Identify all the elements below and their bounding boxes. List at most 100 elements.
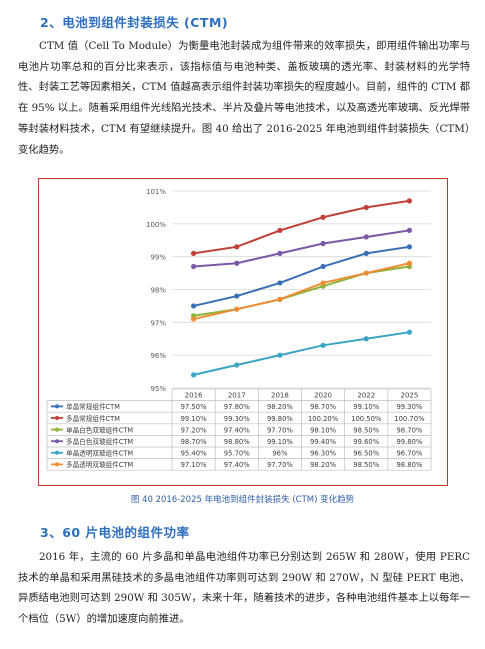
x-category-label: 2018 xyxy=(271,392,289,400)
data-point xyxy=(406,260,413,266)
table-value: 95.70% xyxy=(224,450,250,458)
table-value: 96.70% xyxy=(396,450,422,458)
data-point xyxy=(320,263,326,270)
legend-series-name: 多晶白色双玻组件CTM xyxy=(66,437,133,446)
x-category-label: 2022 xyxy=(357,392,375,400)
x-category-label: 2016 xyxy=(185,392,203,400)
data-point xyxy=(406,244,413,250)
series-line-5 xyxy=(193,331,410,376)
x-category-label: 2017 xyxy=(228,392,246,400)
data-point xyxy=(363,250,369,256)
y-tick-label: 99% xyxy=(150,254,166,262)
table-value: 99.80% xyxy=(267,415,293,423)
data-point xyxy=(234,362,240,368)
table-value: 97.70% xyxy=(267,426,293,434)
legend-key-marker xyxy=(55,450,59,455)
data-point xyxy=(234,244,240,250)
table-value: 97.40% xyxy=(224,461,250,469)
table-value: 99.60% xyxy=(353,438,379,446)
data-point xyxy=(406,198,413,204)
series-line-6 xyxy=(193,262,410,321)
table-value: 95.40% xyxy=(181,450,207,458)
table-value: 98.80% xyxy=(396,461,422,469)
data-point xyxy=(363,270,369,276)
table-value: 98.50% xyxy=(353,461,379,469)
data-point xyxy=(277,280,283,286)
table-value: 96.30% xyxy=(310,450,336,458)
table-value: 99.10% xyxy=(353,403,379,411)
data-point xyxy=(190,303,197,309)
data-point xyxy=(190,263,197,270)
legend-key-marker xyxy=(55,416,59,420)
y-tick-label: 101% xyxy=(146,188,166,196)
ctm-line-chart: 95% 96% 97% 98% 99% 100% 101% 2016 2017 2018 2020 2… xyxy=(46,188,432,471)
table-value: 98.20% xyxy=(310,461,336,469)
section-2-heading: 2、电池到组件封装损失 (CTM) xyxy=(40,15,229,30)
data-point xyxy=(406,227,413,233)
section-3-paragraph: 2016 年，主流的 60 片多晶和单晶电池组件功率已分别达到 265W 和 2… xyxy=(18,551,470,626)
data-point xyxy=(234,306,240,312)
data-point xyxy=(190,372,197,378)
legend-series-name: 单晶透明双玻组件CTM xyxy=(66,449,133,458)
table-value: 100.50% xyxy=(351,415,382,423)
legend-series-name: 单晶白色双玻组件CTM xyxy=(66,425,133,434)
table-value: 98.80% xyxy=(224,438,250,446)
data-point xyxy=(277,352,283,358)
table-value: 96% xyxy=(272,450,288,458)
table-value: 99.30% xyxy=(224,415,250,423)
table-value: 98.10% xyxy=(310,426,336,434)
data-point xyxy=(320,214,326,220)
table-value: 97.70% xyxy=(267,461,293,469)
x-category-label: 2020 xyxy=(314,392,332,400)
table-value: 99.10% xyxy=(181,415,207,423)
table-value: 100.70% xyxy=(394,415,425,423)
legend-key-marker xyxy=(55,404,59,409)
y-tick-label: 95% xyxy=(150,385,166,393)
legend-key-marker xyxy=(55,462,59,467)
section-3-heading: 3、60 片电池的组件功率 xyxy=(40,525,190,540)
table-value: 98.50% xyxy=(353,426,379,434)
legend-key-marker xyxy=(55,439,59,444)
y-tick-label: 98% xyxy=(150,287,166,295)
x-category-label: 2025 xyxy=(401,392,419,400)
table-value: 97.50% xyxy=(181,403,207,411)
figure-caption: 图 40 2016-2025 年电池到组件封装损失 (CTM) 变化趋势 xyxy=(130,495,355,505)
legend-series-name: 多晶常规组件CTM xyxy=(66,414,120,423)
data-point xyxy=(190,250,197,256)
table-value: 97.10% xyxy=(181,461,207,469)
data-point xyxy=(277,250,283,256)
data-point xyxy=(320,280,326,286)
table-value: 99.40% xyxy=(310,438,336,446)
data-point xyxy=(320,342,326,348)
y-tick-label: 100% xyxy=(146,221,166,229)
table-value: 97.20% xyxy=(181,426,207,434)
table-value: 99.30% xyxy=(396,403,422,411)
data-point xyxy=(363,234,369,240)
table-value: 97.80% xyxy=(224,403,250,411)
table-value: 100.20% xyxy=(308,415,339,423)
table-value: 98.70% xyxy=(310,403,336,411)
data-point xyxy=(320,240,326,247)
legend-series-name: 多晶透明双玻组件CTM xyxy=(66,460,133,469)
data-point xyxy=(406,329,413,335)
table-value: 98.70% xyxy=(396,426,422,434)
table-value: 97.40% xyxy=(224,426,250,434)
section-2-paragraph: CTM 值（Cell To Module）为衡量电池封装成为组件带来的效率损失，… xyxy=(18,40,470,156)
data-point xyxy=(190,316,197,322)
data-point xyxy=(234,293,240,299)
table-value: 98.20% xyxy=(267,403,293,411)
ctm-chart-frame: 95% 96% 97% 98% 99% 100% 101% 2016 2017 2018 2020 2… xyxy=(38,178,448,486)
legend-series-name: 单晶常规组件CTM xyxy=(66,402,120,411)
data-point xyxy=(363,204,369,211)
data-point xyxy=(234,260,240,266)
series-line-1 xyxy=(193,245,410,307)
table-value: 99.80% xyxy=(396,438,422,446)
series-line-4 xyxy=(193,229,410,268)
data-point xyxy=(363,336,369,342)
data-point xyxy=(277,296,283,302)
legend-key-marker xyxy=(55,427,59,432)
table-value: 98.70% xyxy=(181,438,207,446)
table-value: 99.10% xyxy=(267,438,293,446)
data-point xyxy=(277,227,283,233)
y-tick-label: 97% xyxy=(150,319,166,327)
